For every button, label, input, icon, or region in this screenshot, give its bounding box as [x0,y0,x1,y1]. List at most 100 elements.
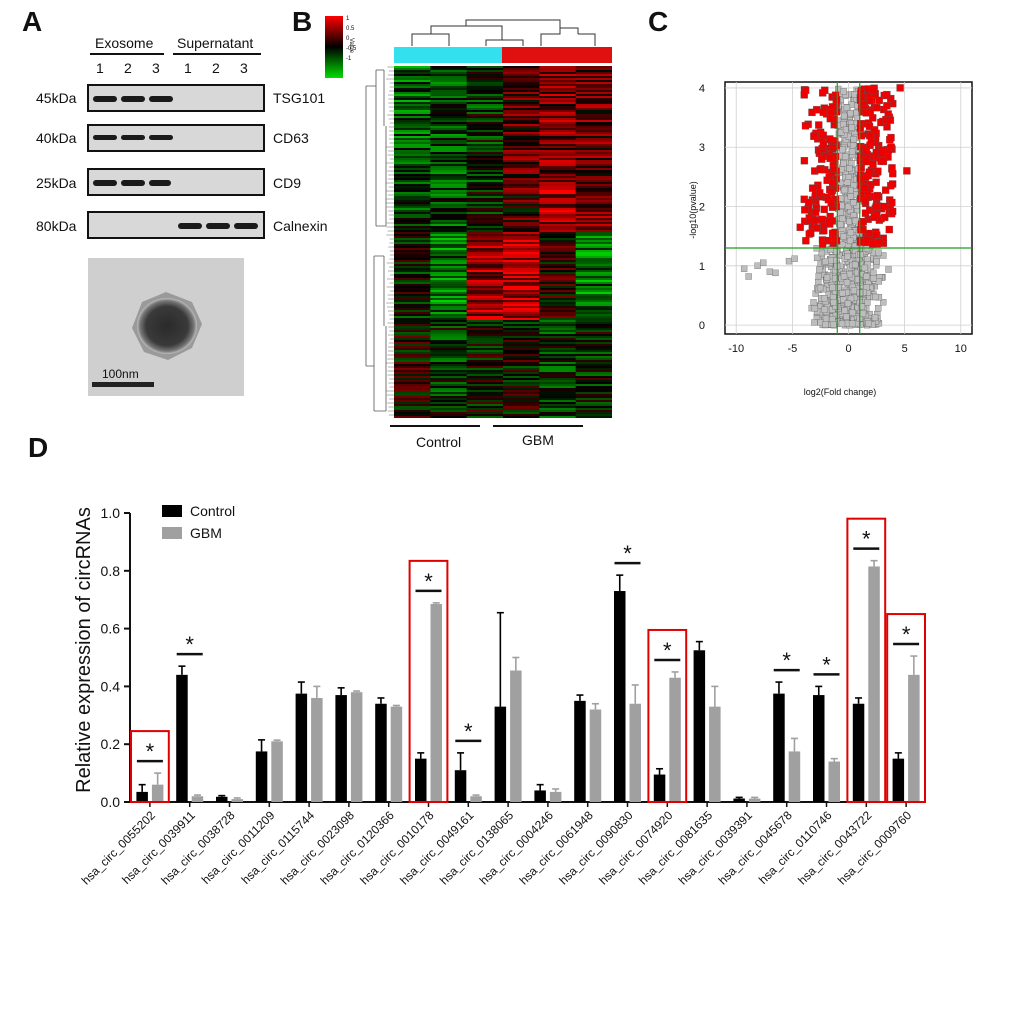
heatmap-cell [430,142,468,145]
heatmap-cell [539,316,577,319]
heatmap-cell [430,104,468,107]
heatmap-cell [575,82,612,85]
volcano-point [813,254,821,262]
heatmap-cell [466,82,504,85]
heatmap-cell [539,136,577,139]
bar-gbm [868,566,880,802]
column-dendrogram [411,19,596,46]
heatmap-cell [430,70,468,73]
heatmap-cell [575,118,612,121]
heatmap-cell [466,98,504,101]
x-category-label: hsa_circ_0120366 [318,808,397,887]
heatmap-cell [466,288,504,291]
heatmap-cell [430,252,468,255]
heatmap-cell [394,164,431,167]
heatmap-cell [394,188,431,191]
volcano-point [821,295,828,302]
heatmap-cell [430,170,468,173]
heatmap-cell [575,200,612,203]
heatmap-cell [430,240,468,243]
heatmap-cell [394,336,431,339]
heatmap-cell [503,266,540,269]
heatmap-cell [466,198,504,201]
heatmap-cell [394,262,431,265]
heatmap-cell [466,280,504,283]
bar-control [375,703,387,802]
heatmap-cell [503,402,540,405]
heatmap-cell [430,74,468,77]
heatmap-cell [503,222,540,225]
heatmap-cell [430,136,468,139]
heatmap-cell [503,180,540,183]
volcano-point [888,180,897,188]
heatmap-cell [466,206,504,209]
heatmap-cell [430,216,468,219]
legend-tick: -0.5 [346,46,357,52]
legend-swatch-control [162,505,182,517]
bar-gbm [311,697,323,802]
heatmap-cell [539,286,577,289]
volcano-point [865,320,872,327]
volcano-point [831,228,839,237]
heatmap-cell [466,174,504,177]
heatmap-cell [575,84,612,87]
heatmap-cell [466,340,504,343]
volcano-point [875,96,883,105]
volcano-point [858,303,866,310]
heatmap-cell [503,334,540,337]
heatmap-cell [539,354,577,357]
heatmap-cell [539,184,577,187]
heatmap-cell [466,80,504,83]
heatmap-cell [430,400,468,403]
volcano-point [827,199,835,207]
volcano-point [818,249,826,257]
heatmap-cell [575,68,612,71]
heatmap-cell [503,204,540,207]
heatmap-cell [466,94,504,97]
heatmap-cell [503,330,540,333]
heatmap-cell [466,248,504,251]
heatmap-cell [539,144,577,147]
heatmap-cell [466,290,504,293]
heatmap-cell [503,388,540,391]
heatmap-cell [430,234,468,237]
heatmap-cell [503,318,540,321]
heatmap-cell [430,346,468,349]
heatmap-cell [503,176,540,179]
heatmap-cell [430,158,468,161]
heatmap-cell [539,262,577,265]
heatmap-cell [503,406,540,409]
volcano-point [740,265,748,272]
heatmap-cell [503,182,540,185]
heatmap-cell [575,120,612,123]
volcano-point [880,299,887,306]
heatmap-cell [466,106,504,109]
heatmap-cell [466,180,504,183]
heatmap-cell [466,366,504,369]
heatmap-cell [539,116,577,119]
heatmap-cell [575,248,612,251]
volcano-point [849,309,856,316]
volcano-point [840,121,847,128]
heatmap-cell [394,404,431,407]
volcano-point [885,225,893,234]
heatmap-cell [394,210,431,213]
heatmap-cell [466,148,504,151]
significance-star: * [663,638,672,663]
heatmap-cell [503,404,540,407]
heatmap-cell [575,340,612,343]
heatmap-cell [539,222,577,225]
volcano-point [870,275,877,282]
legend-ticks: 1 0.5 0 -0.5 -1 [346,14,356,64]
heatmap-cell [466,232,504,235]
heatmap-cell [539,396,577,399]
heatmap-cell [539,80,577,83]
heatmap-cell [466,128,504,131]
heatmap-cell [575,192,612,195]
heatmap-cell [503,372,540,375]
protein-label: Calnexin [273,218,328,234]
panel-letter-c: C [648,6,669,37]
x-category-label: hsa_circ_0009760 [835,808,914,887]
heatmap-cell [503,186,540,189]
heatmap-cell [394,90,431,93]
